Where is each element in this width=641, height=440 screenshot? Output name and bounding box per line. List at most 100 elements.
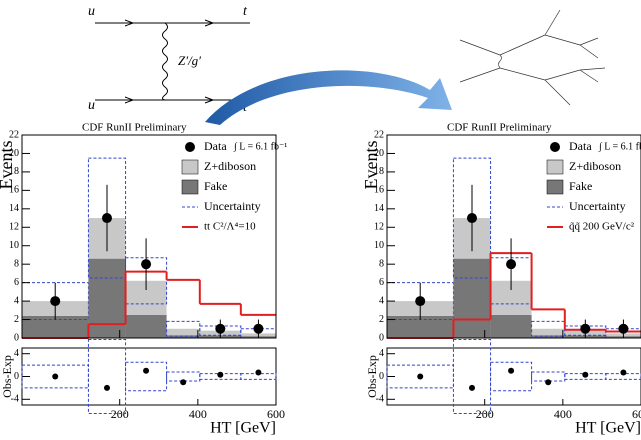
legend-label: Fake	[204, 179, 227, 193]
chart-title: CDF RunII Preliminary	[447, 122, 552, 134]
y-tick-label: 12	[9, 222, 19, 233]
bar-fake	[531, 335, 565, 338]
legend-label: Uncertainty	[569, 199, 626, 213]
residual-point	[143, 367, 150, 374]
residual-y-tick-label: -4	[11, 394, 19, 405]
diagram-label: t	[243, 4, 248, 19]
residual-y-tick-label: -4	[376, 394, 384, 405]
residual-point	[545, 379, 552, 386]
data-point	[101, 213, 112, 224]
y-tick-label: 22	[374, 129, 384, 140]
residual-axis-label: Obs-Exp	[0, 355, 14, 398]
chart-title: CDF RunII Preliminary	[82, 122, 187, 134]
legend-label: Z+diboson	[204, 159, 256, 173]
y-tick-label: 12	[374, 222, 384, 233]
residual-point	[582, 371, 589, 378]
legend-label: Data	[569, 139, 592, 153]
lumi-label: ∫ L = 6.1 fb⁻¹	[233, 141, 287, 152]
feynman-diagram	[95, 19, 250, 104]
y-tick-label: 18	[9, 166, 19, 177]
y-tick-label: 20	[374, 148, 384, 159]
legend-label: q̃q̃ 200 GeV/c²	[569, 221, 635, 233]
arrow	[205, 70, 452, 125]
y-tick-label: 8	[379, 258, 384, 269]
residual-point	[620, 369, 627, 376]
residual-point	[217, 371, 224, 378]
y-tick-label: 10	[9, 240, 19, 251]
data-point	[215, 323, 226, 334]
y-tick-label: 0	[14, 332, 19, 343]
residual-point	[468, 384, 475, 391]
y-tick-label: 4	[14, 295, 19, 306]
diagram-label: u	[88, 4, 95, 19]
data-point	[253, 323, 264, 334]
bar-fake	[166, 335, 200, 338]
legend-swatch	[181, 179, 199, 195]
y-tick-label: 16	[374, 185, 384, 196]
y-tick-label: 16	[9, 185, 19, 196]
feynman-diagram	[459, 9, 606, 106]
y-tick-label: 14	[9, 203, 19, 214]
residual-point	[103, 384, 110, 391]
y-tick-label: 22	[9, 129, 19, 140]
y-tick-label: 18	[374, 166, 384, 177]
diagram-label: Z′/g′	[178, 53, 201, 68]
y-tick-label: 8	[14, 258, 19, 269]
uncertainty-band	[87, 157, 127, 279]
x-tick-label: 600	[632, 407, 641, 421]
residual-uncertainty	[125, 361, 168, 392]
data-point	[50, 296, 61, 307]
data-point	[415, 296, 426, 307]
data-point	[466, 213, 477, 224]
data-point	[618, 323, 629, 334]
y-tick-label: 14	[374, 203, 384, 214]
y-tick-label: 4	[379, 295, 384, 306]
bar-zdiboson	[531, 328, 565, 336]
legend-label: Fake	[569, 179, 592, 193]
legend-swatch	[181, 159, 199, 175]
bar-fake	[22, 315, 89, 338]
y-tick-label: 2	[14, 314, 19, 325]
residual-uncertainty	[490, 361, 533, 392]
y-tick-label: 2	[379, 314, 384, 325]
residual-point	[417, 373, 424, 380]
x-tick-label: 400	[189, 407, 207, 421]
y-tick-label: 0	[379, 332, 384, 343]
residual-y-tick-label: 0	[379, 371, 384, 382]
x-tick-label: 400	[554, 407, 572, 421]
diagram-label: u	[88, 98, 95, 113]
y-tick-label: 20	[9, 148, 19, 159]
bar-fake	[490, 314, 532, 338]
x-axis-label: HT [GeV]	[575, 420, 641, 435]
diagram-label: t	[243, 100, 248, 115]
legend-swatch	[546, 159, 564, 175]
bar-fake	[453, 258, 491, 338]
plot-frame	[386, 134, 641, 339]
y-axis-label: Events	[0, 141, 16, 190]
uncertainty-band	[452, 157, 492, 279]
y-tick-label: 6	[14, 277, 19, 288]
lumi-label: ∫ L = 6.1 fb⁻¹	[598, 141, 641, 152]
residual-y-tick-label: 4	[14, 348, 19, 359]
residual-frame	[386, 347, 641, 406]
residual-uncertainty	[87, 338, 127, 415]
data-point	[506, 259, 517, 270]
bar-fake	[125, 314, 167, 338]
legend-swatch	[185, 142, 195, 152]
residual-y-tick-label: 4	[379, 348, 384, 359]
residual-axis-label: Obs-Exp	[365, 355, 379, 398]
bar-zdiboson	[166, 328, 200, 336]
legend-label: Z+diboson	[569, 159, 621, 173]
residual-uncertainty	[452, 338, 492, 415]
legend-label: Uncertainty	[204, 199, 261, 213]
residual-point	[52, 373, 59, 380]
y-tick-label: 6	[379, 277, 384, 288]
legend-swatch	[550, 142, 560, 152]
plot-frame	[21, 134, 277, 339]
residual-y-tick-label: 0	[14, 371, 19, 382]
residual-point	[255, 369, 262, 376]
x-tick-label: 600	[267, 407, 285, 421]
x-axis-label: HT [GeV]	[210, 420, 276, 435]
